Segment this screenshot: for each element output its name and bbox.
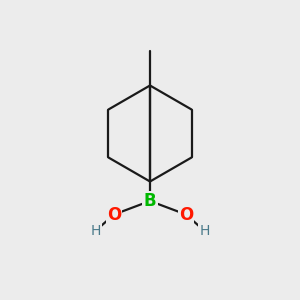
Text: H: H — [200, 224, 210, 238]
Text: O: O — [179, 206, 193, 224]
Text: B: B — [144, 192, 156, 210]
Text: H: H — [90, 224, 100, 238]
Text: O: O — [107, 206, 121, 224]
